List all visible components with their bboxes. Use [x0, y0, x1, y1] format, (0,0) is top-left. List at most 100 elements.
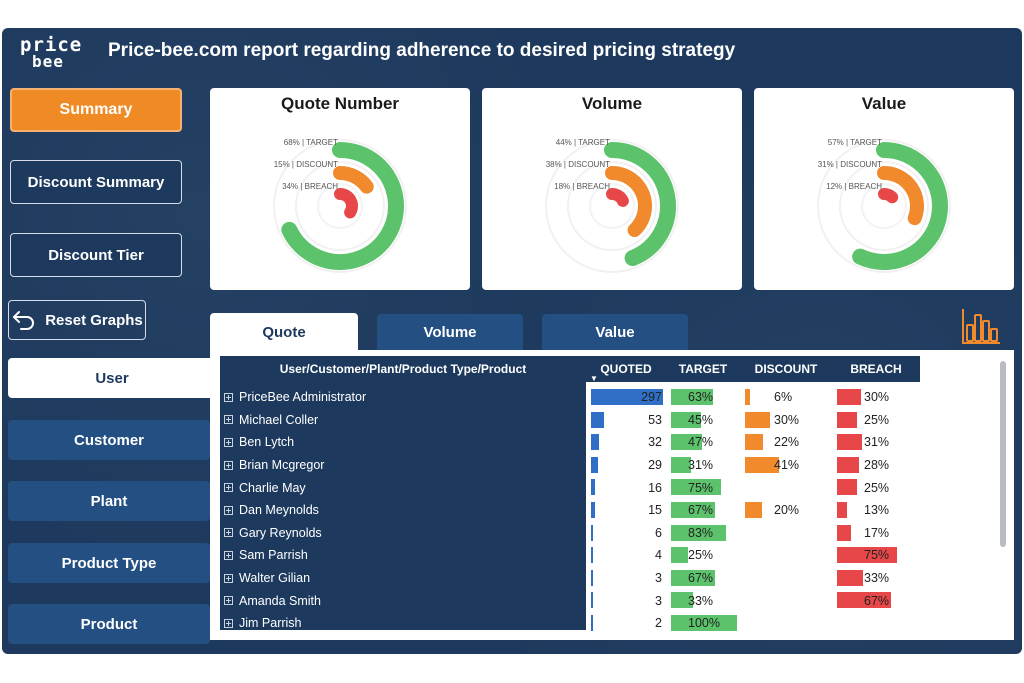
breach-bar: [837, 456, 860, 473]
quoted-value: 297: [641, 390, 662, 405]
expand-plus-icon[interactable]: [224, 550, 233, 560]
bar-chart-icon[interactable]: [960, 307, 1002, 347]
table-row[interactable]: Amanda Smith 3 33% 67%: [210, 589, 1014, 612]
expand-plus-icon[interactable]: [224, 437, 233, 447]
gauge-arc-breach: [878, 188, 899, 204]
reset-graphs-button[interactable]: Reset Graphs: [8, 300, 146, 340]
gauge-legend-discount: 31% | DISCOUNT: [817, 160, 882, 169]
breach-bar: [837, 524, 851, 541]
expand-plus-icon[interactable]: [224, 460, 233, 470]
gauge-background-ring: [839, 161, 929, 251]
target-bar: [671, 479, 721, 496]
gauge-title: Value: [861, 94, 907, 113]
gauge-legend-target: 57% | TARGET: [827, 138, 882, 147]
table-row[interactable]: Ben Lytch 32 47% 22% 31%: [210, 431, 1014, 454]
quoted-value: 32: [648, 435, 662, 450]
quoted-bar: [591, 592, 593, 609]
table-row[interactable]: PriceBee Administrator 297 63% 6% 30%: [210, 386, 1014, 409]
gauge-background-ring: [317, 183, 363, 229]
breach-value: 13%: [864, 503, 890, 518]
gauge-background-ring: [817, 139, 951, 273]
gauge-background-ring: [545, 139, 679, 273]
pricebee-logo: price bee: [18, 34, 90, 71]
row-name: Ben Lytch: [239, 435, 295, 450]
row-name-cell: Charlie May: [220, 476, 586, 499]
table-row[interactable]: Gary Reynolds 6 83% 17%: [210, 522, 1014, 545]
table-row[interactable]: Charlie May 16 75% 25%: [210, 476, 1014, 499]
table-scrollbar[interactable]: [1000, 361, 1006, 547]
header-quoted-label: QUOTED: [600, 362, 652, 376]
row-name-cell: PriceBee Administrator: [220, 386, 586, 409]
table-row[interactable]: Jim Parrish 2 100%: [210, 612, 1014, 635]
hierarchy-product-type[interactable]: Product Type: [8, 543, 210, 583]
expand-plus-icon[interactable]: [224, 415, 233, 425]
expand-plus-icon[interactable]: [224, 392, 233, 402]
header-target[interactable]: TARGET: [666, 356, 740, 382]
breach-value: 67%: [864, 593, 890, 608]
target-bar: [671, 615, 737, 631]
header-name[interactable]: User/Customer/Plant/Product Type/Product: [220, 356, 586, 382]
expand-plus-icon[interactable]: [224, 618, 233, 628]
summary-button[interactable]: Summary: [10, 88, 182, 132]
tab-quote[interactable]: Quote: [210, 313, 358, 351]
tab-volume[interactable]: Volume: [377, 314, 523, 350]
breach-bar: [837, 434, 862, 451]
quoted-value: 3: [655, 593, 662, 608]
row-name: Amanda Smith: [239, 593, 321, 608]
expand-plus-icon[interactable]: [224, 573, 233, 583]
row-name-cell: Sam Parrish: [220, 544, 586, 567]
gauge-arc-discount: [605, 166, 652, 238]
discount-bar: [745, 434, 764, 451]
breach-bar: [837, 592, 891, 609]
row-name: Charlie May: [239, 480, 306, 495]
gauge-legend-breach: 18% | BREACH: [554, 182, 610, 191]
discount-value: 30%: [774, 412, 800, 427]
header-quoted[interactable]: QUOTED ▼: [586, 356, 666, 383]
discount-tier-button[interactable]: Discount Tier: [10, 233, 182, 277]
row-name: Walter Gilian: [239, 571, 311, 586]
row-name: Dan Meynolds: [239, 503, 319, 518]
target-value: 75%: [688, 480, 714, 495]
sort-desc-icon: ▼: [590, 374, 598, 383]
table-row[interactable]: Brian Mcgregor 29 31% 41% 28%: [210, 454, 1014, 477]
expand-plus-icon[interactable]: [224, 596, 233, 606]
discount-bar: [745, 456, 780, 473]
row-name: Jim Parrish: [239, 616, 302, 631]
row-name-cell: Walter Gilian: [220, 567, 586, 590]
table-row[interactable]: Sam Parrish 4 25% 75%: [210, 544, 1014, 567]
expand-plus-icon[interactable]: [224, 483, 233, 493]
gauge-background-ring: [861, 183, 907, 229]
quoted-value: 3: [655, 571, 662, 586]
quoted-value: 53: [648, 412, 662, 427]
discount-bar: [745, 502, 762, 518]
tab-value[interactable]: Value: [542, 314, 688, 350]
hierarchy-product[interactable]: Product: [8, 604, 210, 644]
gauge-arc-target: [281, 142, 404, 270]
expand-plus-icon[interactable]: [224, 505, 233, 515]
target-bar: [671, 569, 716, 586]
hierarchy-customer[interactable]: Customer: [8, 420, 210, 460]
row-name: Sam Parrish: [239, 548, 308, 563]
discount-summary-button[interactable]: Discount Summary: [10, 160, 182, 204]
table-row[interactable]: Michael Coller 53 45% 30% 25%: [210, 409, 1014, 432]
hierarchy-plant[interactable]: Plant: [8, 481, 210, 521]
target-value: 63%: [688, 390, 714, 405]
header: price bee Price-bee.com report regarding…: [2, 28, 1022, 76]
gauge-background-ring: [273, 139, 407, 273]
discount-bar: [745, 411, 771, 428]
quoted-bar: [591, 615, 593, 631]
header-breach[interactable]: BREACH: [832, 356, 920, 382]
breach-value: 75%: [864, 548, 890, 563]
row-name-cell: Amanda Smith: [220, 589, 586, 612]
expand-plus-icon[interactable]: [224, 528, 233, 538]
gauge-arc-breach: [606, 188, 629, 207]
breach-bar: [837, 569, 864, 586]
hierarchy-user[interactable]: User: [8, 358, 216, 398]
table-row[interactable]: Walter Gilian 3 67% 33%: [210, 567, 1014, 590]
breach-bar: [837, 547, 897, 564]
target-bar: [671, 502, 716, 518]
table-row[interactable]: Dan Meynolds 15 67% 20% 13%: [210, 499, 1014, 522]
header-discount[interactable]: DISCOUNT: [740, 356, 832, 382]
quoted-bar: [591, 389, 663, 405]
gauge-legend-discount: 38% | DISCOUNT: [545, 160, 610, 169]
